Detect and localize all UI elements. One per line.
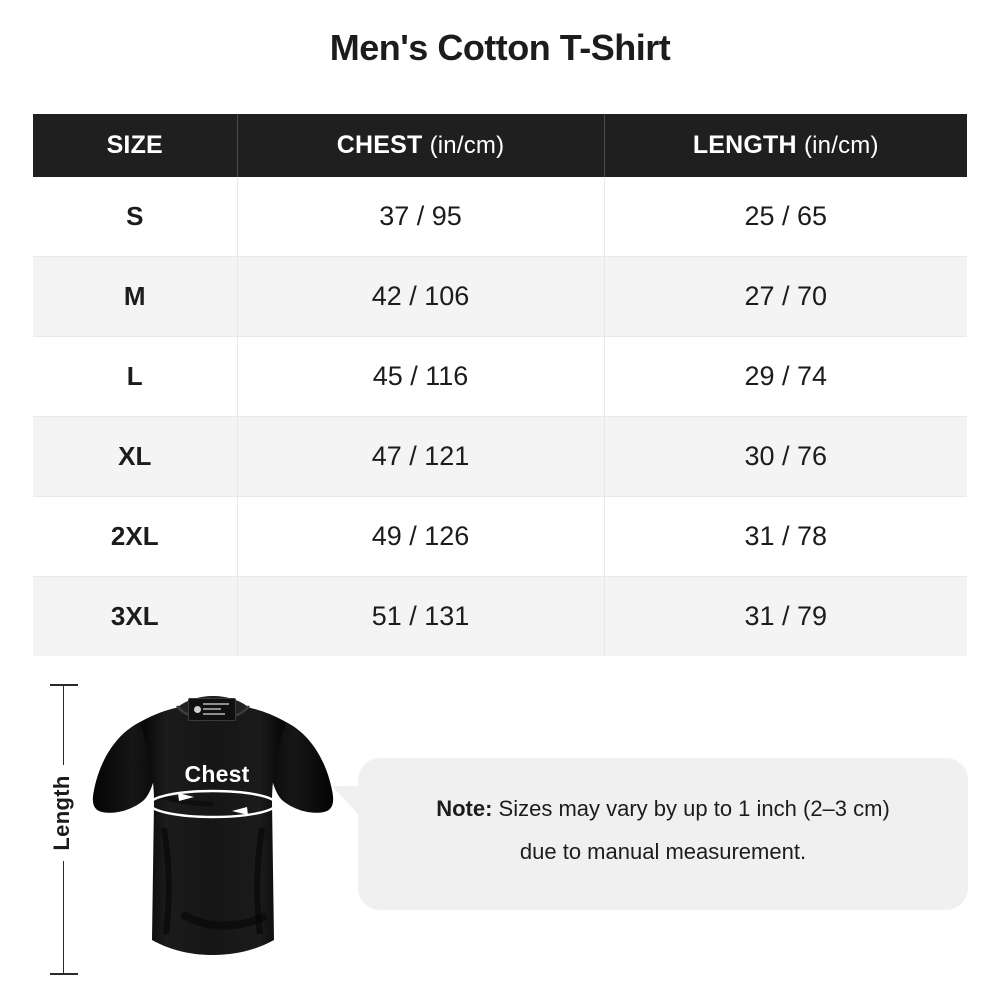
chest-measure-arrow-left [178, 793, 194, 801]
table-body: S 37 / 95 25 / 65 M 42 / 106 27 / 70 L 4… [33, 177, 967, 656]
cell-chest: 49 / 126 [237, 496, 605, 577]
chest-measure-arrow-right [232, 807, 248, 815]
tshirt-image: Chest [78, 678, 348, 978]
size-chart-table: SIZE CHEST (in/cm) LENGTH (in/cm) S 37 /… [33, 114, 967, 656]
neck-label-tag [188, 698, 236, 721]
neck-tag-text-line [203, 703, 229, 705]
table-row: 3XL 51 / 131 31 / 79 [33, 576, 967, 656]
cell-size: M [33, 256, 238, 337]
cell-size: 2XL [33, 496, 238, 577]
cell-size: 3XL [33, 576, 238, 656]
neck-tag-logo-icon [194, 706, 201, 713]
tshirt-hem-fold [179, 910, 268, 930]
tshirt-fold [159, 793, 214, 807]
table-row: L 45 / 116 29 / 74 [33, 336, 967, 417]
column-header-chest-label: CHEST [336, 131, 423, 159]
note-line-2: due to manual measurement. [519, 838, 807, 864]
cell-length: 30 / 76 [604, 416, 967, 497]
cell-length: 27 / 70 [604, 256, 967, 337]
cell-length: 31 / 78 [604, 496, 967, 577]
note-lead: Note: [436, 796, 493, 821]
page-title: Men's Cotton T-Shirt [329, 27, 671, 68]
table-header: SIZE CHEST (in/cm) LENGTH (in/cm) [33, 114, 967, 177]
cell-length: 25 / 65 [604, 177, 967, 257]
tshirt-fold [254, 827, 265, 935]
table-header-row: SIZE CHEST (in/cm) LENGTH (in/cm) [33, 114, 967, 177]
cell-size: XL [33, 416, 238, 497]
table-row: S 37 / 95 25 / 65 [33, 177, 967, 257]
measurement-illustration: Length [0, 664, 1000, 1000]
tshirt-body [140, 704, 286, 955]
tshirt-right-sleeve [266, 722, 334, 813]
cell-length: 31 / 79 [604, 576, 967, 656]
table-row: 2XL 49 / 126 31 / 78 [33, 496, 967, 577]
table-row: XL 47 / 121 30 / 76 [33, 416, 967, 497]
chest-measure-ellipse [148, 789, 278, 819]
column-header-size: SIZE [33, 114, 238, 177]
neck-tag-text-line [203, 708, 221, 710]
note-callout: Note: Sizes may vary by up to 1 inch (2–… [332, 758, 968, 910]
cell-chest: 45 / 116 [237, 336, 605, 417]
cell-chest: 42 / 106 [237, 256, 605, 337]
chest-dimension-label: Chest [184, 761, 250, 787]
column-header-length-label: LENGTH [692, 131, 797, 159]
cell-size: S [33, 177, 238, 257]
cell-chest: 37 / 95 [237, 177, 605, 257]
tshirt-left-sleeve [92, 722, 160, 813]
column-header-chest-unit: (in/cm) [429, 132, 505, 159]
note-callout-tail [332, 786, 360, 816]
length-dimension-line: Length [40, 682, 88, 978]
cell-length: 29 / 74 [604, 336, 967, 417]
column-header-length: LENGTH (in/cm) [604, 114, 967, 177]
tshirt-svg [92, 696, 334, 955]
note-text: Note: Sizes may vary by up to 1 inch (2–… [398, 788, 928, 874]
length-dimension-cap-bottom [50, 973, 78, 975]
neck-tag-text-line [203, 713, 225, 715]
cell-size: L [33, 336, 238, 417]
column-header-length-unit: (in/cm) [803, 132, 879, 159]
tshirt-fold [161, 827, 172, 935]
length-dimension-cap-top [50, 684, 78, 686]
table-row: M 42 / 106 27 / 70 [33, 256, 967, 337]
length-dimension-label: Length [43, 765, 81, 861]
note-line-1-text: Sizes may vary by up to 1 inch (2–3 cm) [492, 796, 890, 821]
cell-chest: 51 / 131 [237, 576, 605, 656]
column-header-size-label: SIZE [106, 131, 163, 159]
column-header-chest: CHEST (in/cm) [237, 114, 605, 177]
note-line-1: Note: Sizes may vary by up to 1 inch (2–… [398, 788, 928, 831]
cell-chest: 47 / 121 [237, 416, 605, 497]
